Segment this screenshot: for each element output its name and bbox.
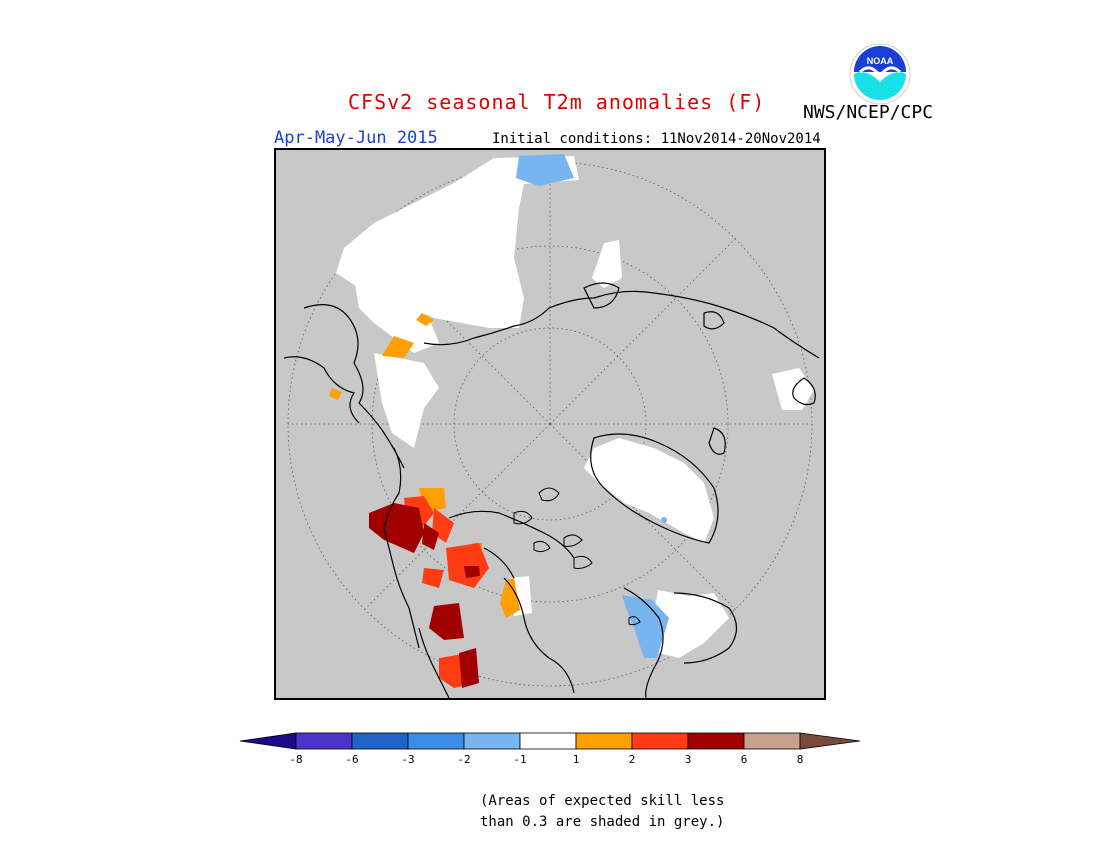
- colorbar-label: -6: [345, 753, 358, 766]
- colorbar: -8 -6 -3 -2 -1 1 2 3 6 8: [239, 732, 861, 766]
- initial-conditions-label: Initial conditions: 11Nov2014-20Nov2014: [492, 131, 821, 147]
- colorbar-bin: [519, 732, 577, 750]
- colorbar-label: -8: [289, 753, 302, 766]
- colorbar-label: 1: [573, 753, 580, 766]
- footnote-line-1: (Areas of expected skill less: [480, 793, 725, 809]
- skill-footnote: (Areas of expected skill less than 0.3 a…: [480, 791, 724, 833]
- colorbar-label: -1: [513, 753, 526, 766]
- colorbar-bin: [687, 732, 745, 750]
- chart-title: CFSv2 seasonal T2m anomalies (F): [348, 90, 766, 114]
- colorbar-bin: [575, 732, 633, 750]
- colorbar-arrow-low: [239, 732, 297, 750]
- colorbar-label: -2: [457, 753, 470, 766]
- season-label: Apr-May-Jun 2015: [274, 128, 438, 148]
- colorbar-label: -3: [401, 753, 414, 766]
- colorbar-bin: [351, 732, 409, 750]
- anomaly-below-normal-light-blue: [516, 154, 669, 658]
- colorbar-bin: [407, 732, 465, 750]
- noaa-logo-icon: NOAA: [849, 43, 911, 105]
- colorbar-arrow-high: [799, 732, 861, 750]
- islands: [513, 487, 641, 626]
- footnote-line-2: than 0.3 are shaded in grey.): [480, 814, 725, 830]
- colorbar-bin: [631, 732, 689, 750]
- coastlines: [283, 282, 820, 699]
- agency-label: NWS/NCEP/CPC: [803, 102, 934, 123]
- noaa-logo-text: NOAA: [867, 56, 894, 66]
- anomaly-very-strong-above-normal-dark-red: [369, 503, 480, 688]
- colorbar-label: 6: [741, 753, 748, 766]
- anomaly-near-normal-white: [336, 156, 814, 658]
- polar-map: [274, 148, 826, 700]
- colorbar-label: 2: [629, 753, 636, 766]
- colorbar-label: 8: [797, 753, 804, 766]
- colorbar-bin: [743, 732, 801, 750]
- colorbar-label: 3: [685, 753, 692, 766]
- colorbar-bin: [295, 732, 353, 750]
- colorbar-bin: [463, 732, 521, 750]
